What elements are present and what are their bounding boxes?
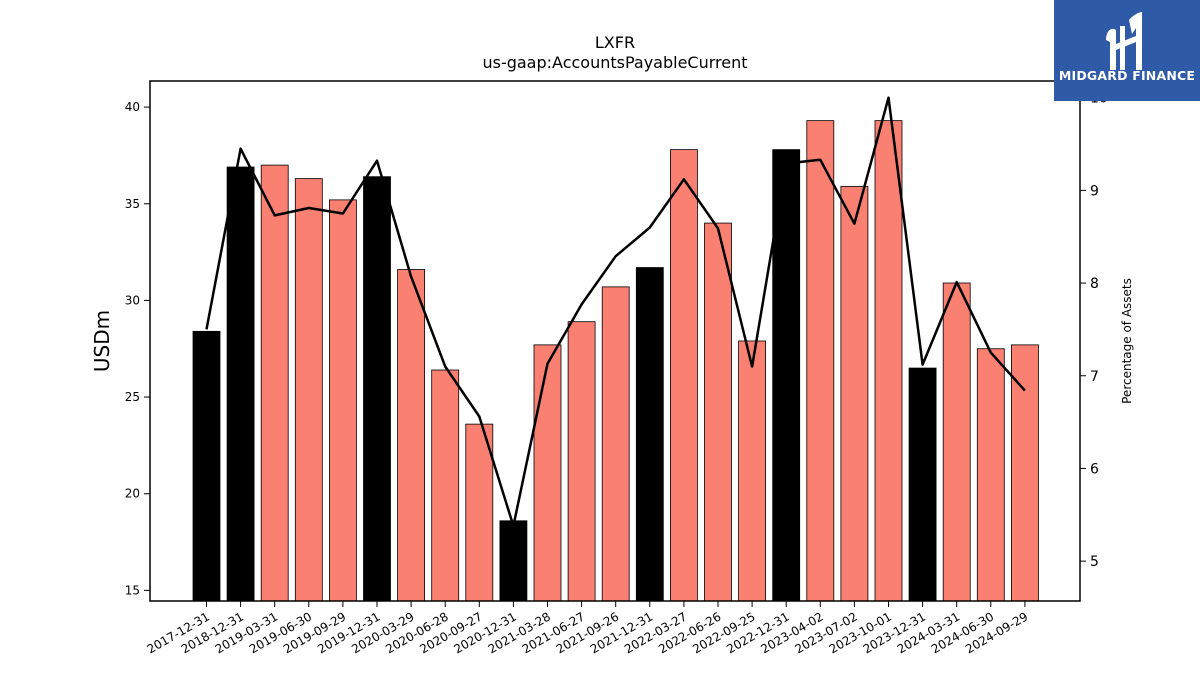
logo-background	[1054, 0, 1200, 101]
y2-tick-label: 8	[1090, 276, 1099, 292]
y-axis-left: 15 20 25 30 35 40	[125, 100, 150, 597]
bar	[908, 367, 937, 602]
bar	[226, 166, 255, 602]
chart-subtitle: us-gaap:AccountsPayableCurrent	[482, 53, 747, 72]
chart-title: LXFR	[595, 33, 635, 52]
bar	[601, 286, 630, 602]
bar	[192, 330, 221, 602]
bar	[976, 348, 1005, 602]
logo: MIDGARD FINANCE	[1054, 0, 1200, 101]
y2-tick-label: 6	[1090, 461, 1099, 477]
y-tick-label: 25	[125, 390, 140, 404]
y-tick-label: 40	[125, 100, 140, 114]
bar	[328, 199, 357, 602]
x-axis: 2017-12-312018-12-312019-03-312019-06-30…	[145, 601, 1030, 656]
bar	[294, 178, 323, 602]
bar	[874, 120, 903, 602]
bar	[533, 344, 562, 602]
y-tick-label: 35	[125, 197, 140, 211]
line-group	[205, 96, 1026, 528]
bar	[635, 267, 664, 602]
bar	[942, 282, 971, 602]
bar	[397, 269, 426, 602]
bar	[431, 369, 460, 602]
bar	[567, 321, 596, 602]
y-tick-label: 15	[125, 583, 140, 597]
bar-group	[192, 120, 1039, 602]
bar	[499, 520, 528, 602]
bar	[772, 149, 801, 602]
y2-tick-label: 5	[1090, 554, 1099, 570]
bar	[670, 149, 698, 602]
y2-axis-label: Percentage of Assets	[1120, 278, 1134, 404]
y2-tick-label: 7	[1090, 369, 1099, 385]
series-line	[205, 96, 1026, 528]
bar	[738, 340, 766, 602]
bar	[363, 176, 391, 602]
y-tick-label: 30	[125, 293, 140, 307]
logo-mark-icon	[1106, 12, 1142, 70]
bar	[465, 423, 494, 602]
logo-text: MIDGARD FINANCE	[1058, 68, 1196, 83]
bar	[840, 185, 869, 602]
y-tick-label: 20	[125, 487, 140, 501]
bar	[260, 164, 289, 602]
bar	[1011, 344, 1039, 602]
y-axis-right: 5678910	[1080, 91, 1108, 570]
y2-tick-label: 9	[1090, 183, 1099, 199]
y-axis-label: USDm	[90, 310, 114, 372]
bar	[806, 120, 835, 602]
plot-frame	[149, 80, 1081, 602]
bar	[704, 222, 732, 602]
